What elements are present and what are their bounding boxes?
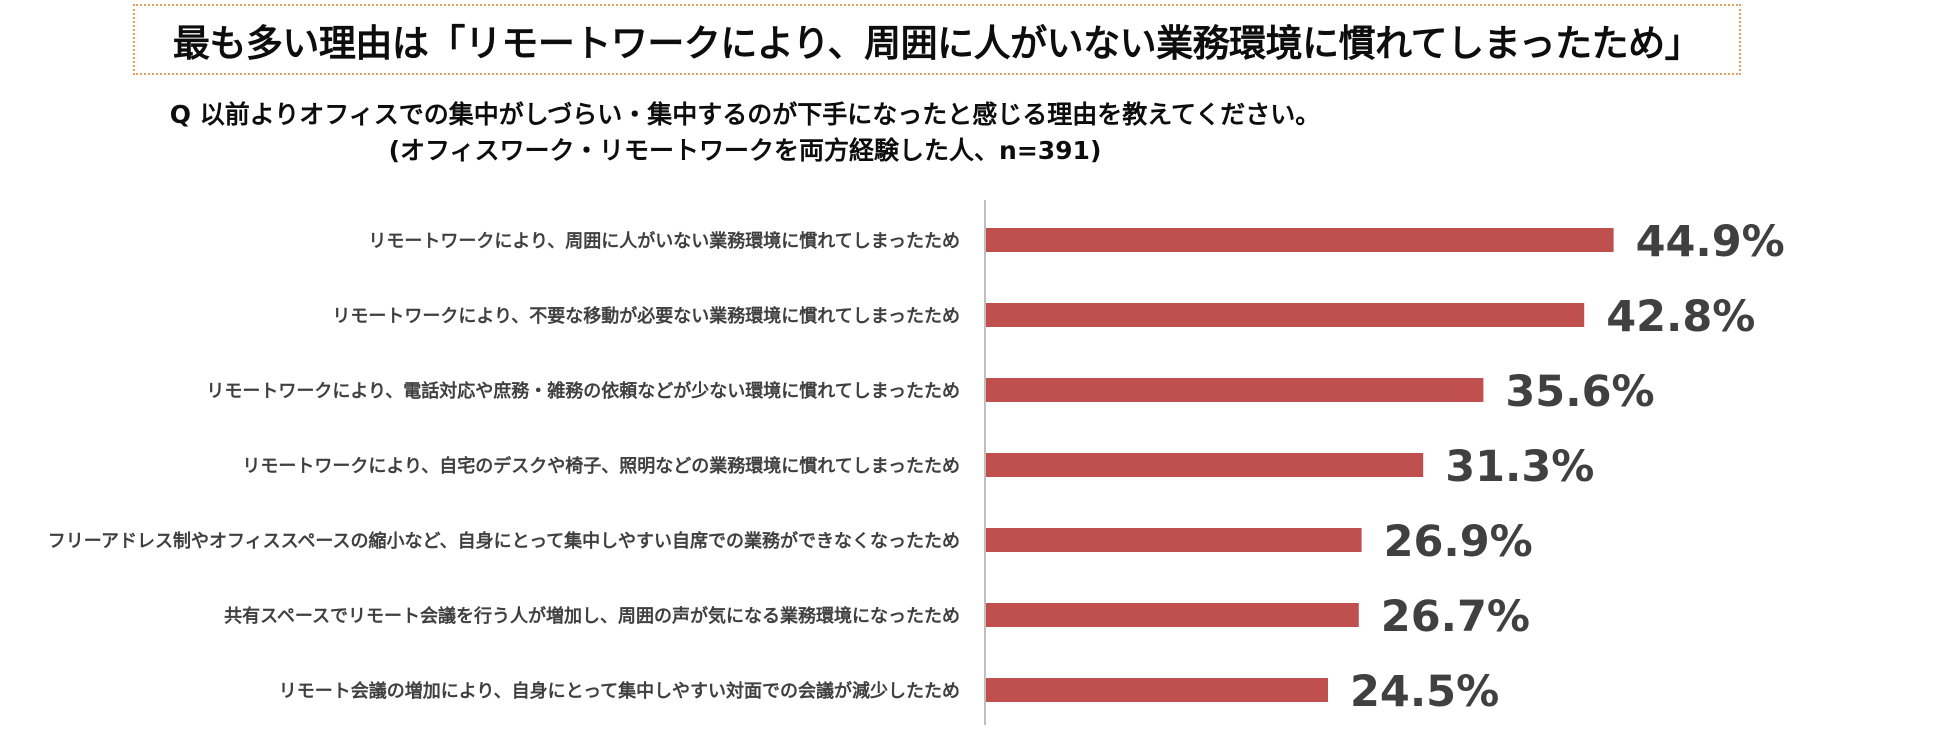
value-label: 26.9%: [1384, 517, 1533, 567]
sample-note: (オフィスワーク・リモートワークを両方経験した人、n=391): [388, 136, 1102, 165]
category-label: 共有スペースでリモート会議を行う人が増加し、周囲の声が気になる業務環境になったた…: [224, 605, 960, 627]
headline-box: 最も多い理由は「リモートワークにより、周囲に人がいない業務環境に慣れてしまったた…: [133, 4, 1741, 75]
headline: 最も多い理由は「リモートワークにより、周囲に人がいない業務環境に慣れてしまったた…: [172, 21, 1702, 65]
bar: [985, 528, 1362, 552]
value-label: 42.8%: [1606, 292, 1755, 342]
value-label: 24.5%: [1350, 667, 1499, 717]
bar: [985, 453, 1424, 477]
bar: [985, 303, 1585, 327]
category-label: リモートワークにより、不要な移動が必要ない業務環境に慣れてしまったため: [332, 305, 960, 327]
category-label: リモートワークにより、電話対応や庶務・雑務の依頼などが少ない環境に慣れてしまった…: [206, 380, 960, 402]
bar: [985, 678, 1328, 702]
bar: [985, 378, 1484, 402]
category-label: リモートワークにより、周囲に人がいない業務環境に慣れてしまったため: [368, 230, 960, 252]
question-text: Q 以前よりオフィスでの集中がしづらい・集中するのが下手になったと感じる理由を教…: [169, 100, 1321, 129]
category-label: リモート会議の増加により、自身にとって集中しやすい対面での会議が減少したため: [279, 680, 960, 702]
category-label: フリーアドレス制やオフィススペースの縮小など、自身にとって集中しやすい自席での業…: [48, 530, 960, 552]
bar: [985, 228, 1614, 252]
value-label: 44.9%: [1636, 217, 1785, 267]
value-label: 31.3%: [1445, 442, 1594, 492]
bar: [985, 603, 1359, 627]
value-label: 26.7%: [1381, 592, 1530, 642]
value-label: 35.6%: [1505, 367, 1654, 417]
category-label: リモートワークにより、自宅のデスクや椅子、照明などの業務環境に慣れてしまったため: [242, 455, 960, 477]
